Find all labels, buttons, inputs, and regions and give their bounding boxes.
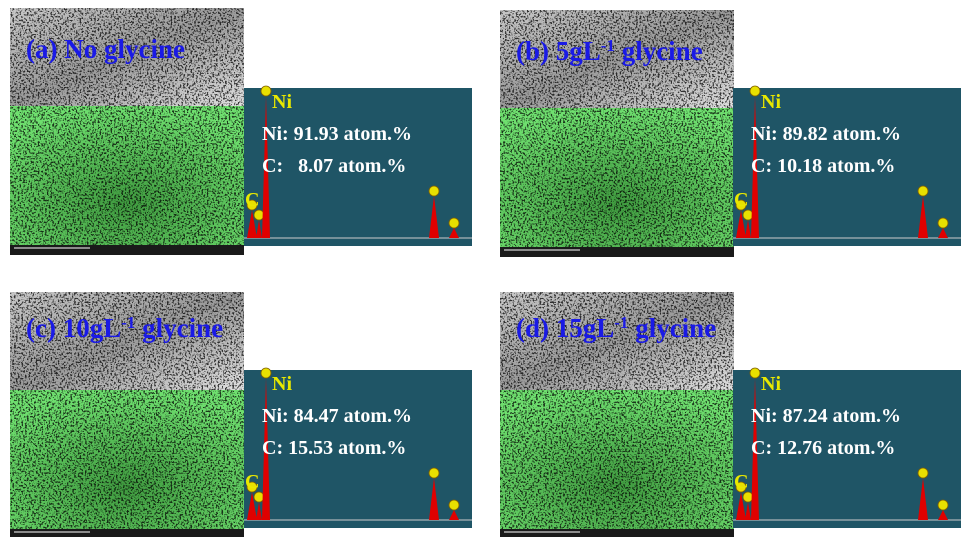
peak-label-ni: Ni <box>272 91 292 113</box>
figure: Ni C Ni: 91.93 atom.% C: 8.07 atom.% (a) No … <box>0 0 971 537</box>
title-part: glycine <box>615 36 703 66</box>
title-part: (d) 15gL <box>516 313 614 343</box>
title-superscript: -1 <box>614 313 628 332</box>
c-value: C: 8.07 atom.% <box>262 155 406 177</box>
title-superscript: -1 <box>121 313 135 332</box>
title-part: (b) 5gL <box>516 36 601 66</box>
panel: Ni C Ni: 84.47 atom.% C: 15.53 atom.% (c) 10… <box>10 292 472 537</box>
peak-label-ni: Ni <box>761 91 781 113</box>
peak-marker <box>750 368 760 378</box>
peak-marker <box>938 500 948 510</box>
panel-title: (a) No glycine <box>26 34 185 64</box>
peak-marker <box>743 492 753 502</box>
ni-value: Ni: 91.93 atom.% <box>262 123 412 145</box>
peak-marker <box>254 210 264 220</box>
ni-value: Ni: 87.24 atom.% <box>751 405 901 427</box>
c-value: C: 12.76 atom.% <box>751 437 895 459</box>
peak-marker <box>449 500 459 510</box>
title-part: glycine <box>135 313 223 343</box>
panel: Ni C Ni: 89.82 atom.% C: 10.18 atom.% (b) 5g… <box>500 10 961 257</box>
peak-marker <box>918 186 928 196</box>
peak-marker <box>429 186 439 196</box>
ni-value: Ni: 89.82 atom.% <box>751 123 901 145</box>
peak-label-c: C <box>245 471 259 493</box>
peak-label-ni: Ni <box>272 373 292 395</box>
scale-strip <box>500 247 734 257</box>
peak-label-c: C <box>734 189 748 211</box>
peak-marker <box>938 218 948 228</box>
peak-label-ni: Ni <box>761 373 781 395</box>
c-value: C: 10.18 atom.% <box>751 155 895 177</box>
c-value: C: 15.53 atom.% <box>262 437 406 459</box>
panel: Ni C Ni: 87.24 atom.% C: 12.76 atom.% (d) 15… <box>500 292 961 537</box>
scale-strip <box>10 245 244 255</box>
peak-marker <box>254 492 264 502</box>
peak-label-c: C <box>245 189 259 211</box>
peak-marker <box>750 86 760 96</box>
ni-value: Ni: 84.47 atom.% <box>262 405 412 427</box>
peak-marker <box>743 210 753 220</box>
scale-strip <box>500 529 734 537</box>
panel: Ni C Ni: 91.93 atom.% C: 8.07 atom.% (a) No … <box>10 8 472 255</box>
title-superscript: -1 <box>601 36 615 55</box>
title-part: (c) 10gL <box>26 313 121 343</box>
title-part: (a) No glycine <box>26 34 185 64</box>
peak-marker <box>261 368 271 378</box>
peak-label-c: C <box>734 471 748 493</box>
peak-marker <box>429 468 439 478</box>
peak-marker <box>449 218 459 228</box>
scale-strip <box>10 529 244 537</box>
peak-marker <box>261 86 271 96</box>
peak-marker <box>918 468 928 478</box>
title-part: glycine <box>628 313 716 343</box>
